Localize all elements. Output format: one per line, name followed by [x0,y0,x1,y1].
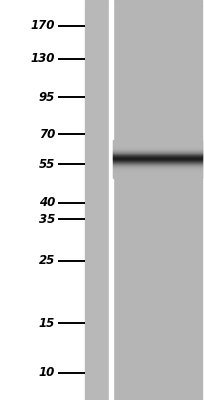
Text: 10: 10 [39,366,55,379]
Text: 40: 40 [39,196,55,210]
Text: 55: 55 [39,158,55,170]
Bar [113,0,202,400]
Bar [85,0,109,400]
Text: 15: 15 [39,316,55,330]
Text: 70: 70 [39,128,55,141]
Bar [109,0,113,400]
Text: 25: 25 [39,254,55,267]
Text: 170: 170 [31,19,55,32]
Text: 130: 130 [31,52,55,65]
Text: 35: 35 [39,213,55,226]
Text: 95: 95 [39,91,55,104]
